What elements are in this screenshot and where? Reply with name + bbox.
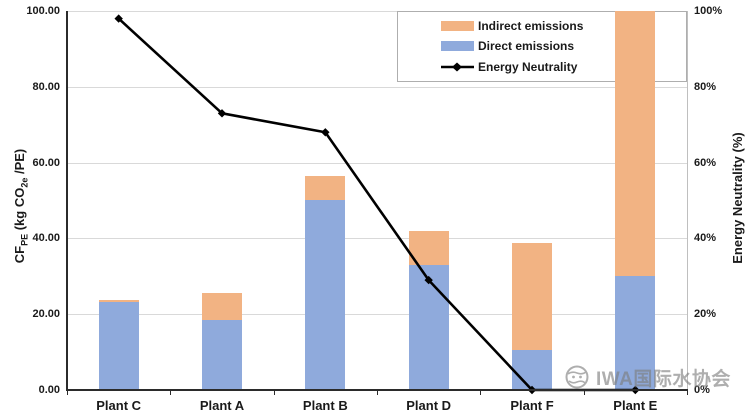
right-tick-label: 60% xyxy=(694,156,717,169)
left-axis-line xyxy=(66,11,68,391)
left-tick-label: 60.00 xyxy=(32,156,60,169)
category-label: Plant C xyxy=(96,398,142,413)
bar-indirect-5 xyxy=(615,11,656,277)
legend-label: Energy Neutrality xyxy=(478,59,578,74)
legend-label: Direct emissions xyxy=(478,39,575,54)
watermark-text: IWA国际水协会 xyxy=(596,368,731,390)
line-diamond-marker-icon xyxy=(441,62,474,72)
x-axis-tickmark xyxy=(273,391,275,395)
left-tick-label: 40.00 xyxy=(32,232,60,245)
iwa-globe-logo-icon xyxy=(565,365,589,389)
category-label: Plant F xyxy=(510,398,554,413)
right-tick-label: 100% xyxy=(694,5,723,17)
indirect-emissions-swatch xyxy=(441,21,474,32)
legend-item-direct: Direct emissions xyxy=(441,37,686,55)
right-tick-label: 40% xyxy=(694,232,717,245)
x-axis-tickmark xyxy=(67,391,68,395)
bar-indirect-1 xyxy=(202,292,242,320)
bar-direct-3 xyxy=(408,264,449,390)
left-tick-label: 100.00 xyxy=(26,5,60,17)
left-tick-label: 20.00 xyxy=(32,308,60,321)
bar-direct-1 xyxy=(202,319,242,390)
right-tick-label: 80% xyxy=(694,80,717,93)
legend-item-indirect: Indirect emissions xyxy=(441,17,686,35)
category-label: Plant D xyxy=(406,398,452,413)
x-axis-tickmark xyxy=(377,391,378,395)
bar-indirect-4 xyxy=(512,243,552,351)
category-label: Plant A xyxy=(199,398,245,413)
bar-direct-4 xyxy=(512,350,552,390)
left-tick-label: 80.00 xyxy=(32,80,60,93)
x-axis-tickmark xyxy=(583,391,585,395)
category-label: Plant B xyxy=(302,398,348,413)
bar-direct-0 xyxy=(98,301,139,390)
bar-direct-2 xyxy=(305,200,346,390)
gridline xyxy=(67,162,688,164)
gridline xyxy=(67,314,688,316)
right-tick-label: 0% xyxy=(694,384,710,396)
legend-item-energy: Energy Neutrality xyxy=(441,58,686,76)
left-tick-label: 0.00 xyxy=(38,384,60,396)
x-axis-tickmark xyxy=(480,391,482,395)
x-axis-tickmark xyxy=(170,391,172,395)
direct-emissions-swatch xyxy=(441,41,474,52)
category-label: Plant E xyxy=(613,398,658,413)
gridline xyxy=(67,86,688,88)
plot-right-border xyxy=(687,11,688,390)
legend-label: Indirect emissions xyxy=(478,19,584,34)
bar-indirect-0 xyxy=(98,300,139,302)
x-axis-tickmark xyxy=(687,391,688,395)
gridline xyxy=(67,238,688,240)
bottom-axis-line xyxy=(66,389,688,391)
bar-indirect-2 xyxy=(305,175,346,201)
bar-direct-5 xyxy=(615,276,656,390)
watermark: IWA国际水协会 xyxy=(563,362,731,392)
right-tick-label: 20% xyxy=(694,308,717,321)
gridline xyxy=(67,11,688,12)
